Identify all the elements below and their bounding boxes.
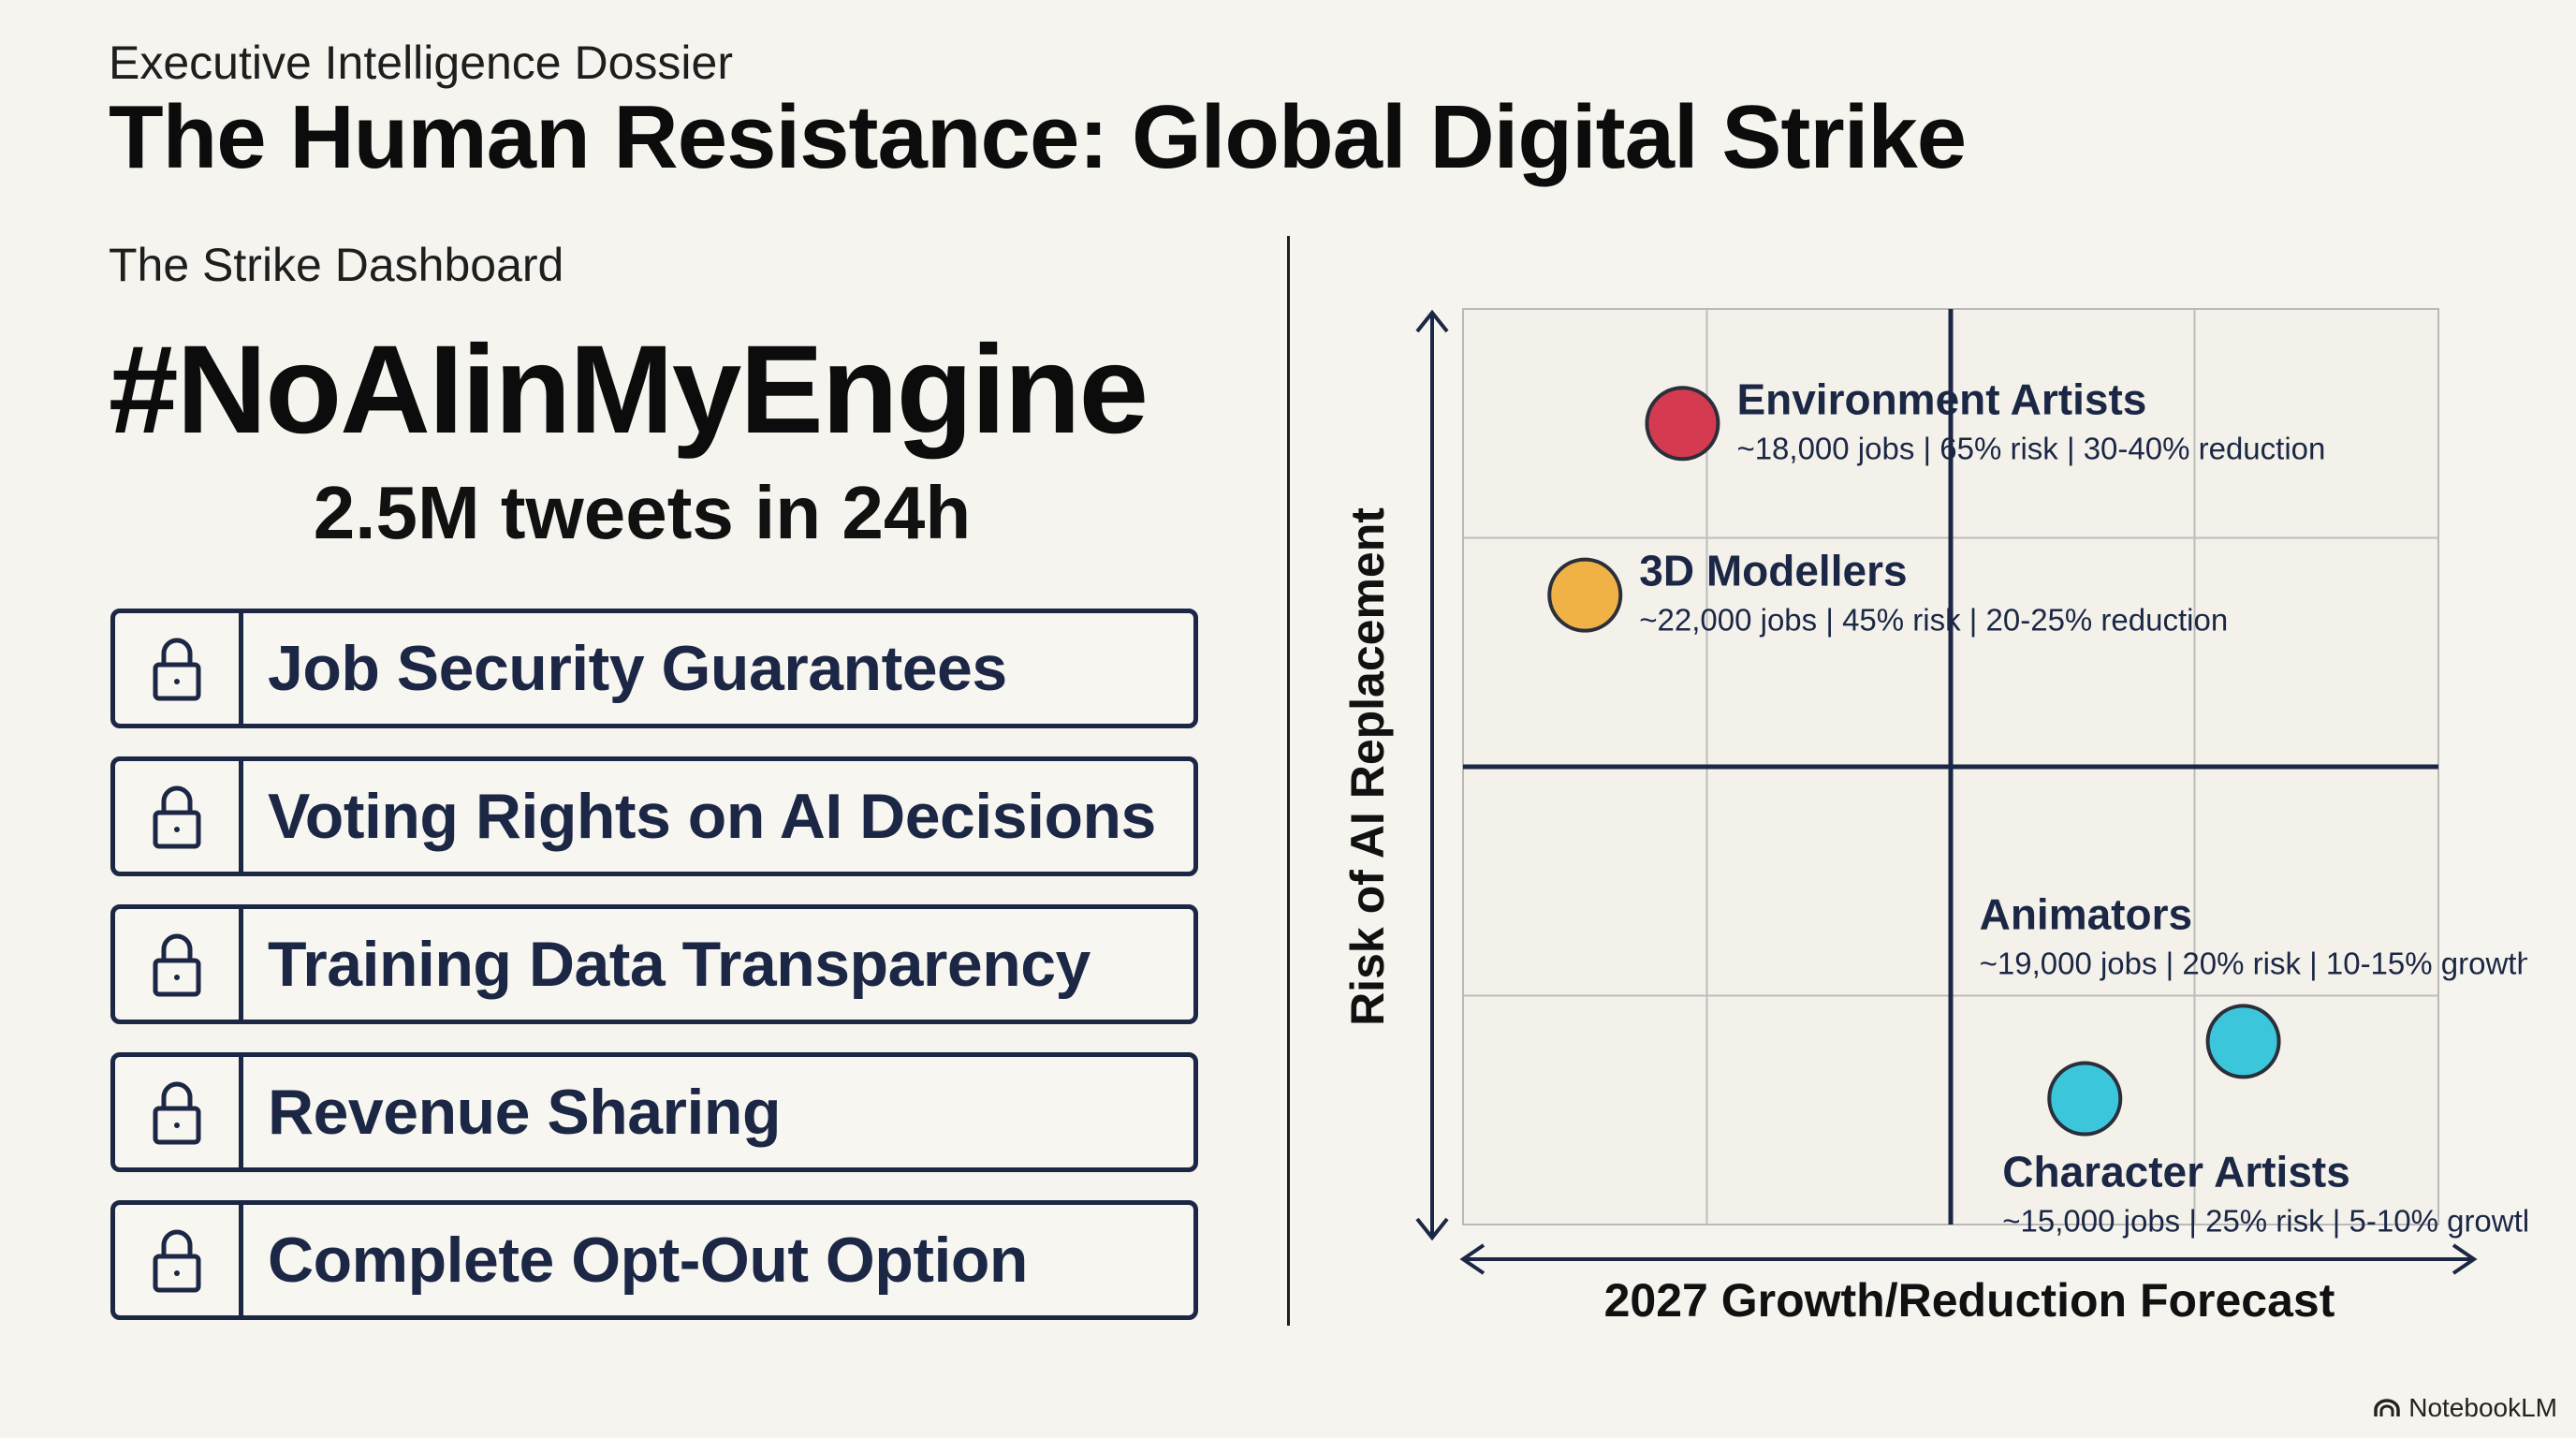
vertical-divider xyxy=(1287,236,1290,1326)
data-point xyxy=(1547,557,1623,633)
demand-label: Complete Opt-Out Option xyxy=(268,1225,1028,1296)
demand-item: Complete Opt-Out Option xyxy=(110,1200,1198,1320)
demand-item: Revenue Sharing xyxy=(110,1052,1198,1172)
point-label: Environment Artists xyxy=(1736,374,2146,423)
lock-icon xyxy=(115,909,243,1020)
demand-item: Job Security Guarantees xyxy=(110,609,1198,728)
x-axis-label: 2027 Growth/Reduction Forecast xyxy=(1604,1274,2335,1327)
x-axis-arrowhead-right xyxy=(2452,1243,2478,1275)
point-detail: ~18,000 jobs | 65% risk | 30-40% reducti… xyxy=(1736,431,2325,465)
y-axis-arrowhead-top xyxy=(1415,309,1449,333)
notebooklm-logo-icon xyxy=(2374,1399,2400,1416)
hashtag: #NoAIinMyEngine xyxy=(109,320,1149,460)
lock-icon xyxy=(115,761,243,872)
lock-icon xyxy=(115,1057,243,1167)
demand-item: Voting Rights on AI Decisions xyxy=(110,756,1198,876)
demand-label: Voting Rights on AI Decisions xyxy=(268,781,1156,852)
point-detail: ~15,000 jobs | 25% risk | 5-10% growth xyxy=(2002,1204,2527,1239)
point-detail: ~22,000 jobs | 45% risk | 20-25% reducti… xyxy=(1639,603,2228,638)
x-axis-arrowhead-left xyxy=(1459,1243,1486,1275)
kicker: Executive Intelligence Dossier xyxy=(109,37,733,89)
risk-scatter-chart: 2027 Growth/Reduction Forecast Risk of AI… xyxy=(1341,308,2527,1327)
lock-icon xyxy=(115,1205,243,1315)
data-point xyxy=(2047,1061,2123,1137)
y-axis-arrowhead-bottom xyxy=(1415,1217,1449,1241)
lock-icon xyxy=(115,613,243,724)
brand-name: NotebookLM xyxy=(2408,1393,2557,1422)
demand-label: Training Data Transparency xyxy=(268,929,1090,1000)
data-point xyxy=(1645,386,1720,462)
demand-label: Job Security Guarantees xyxy=(268,633,1007,704)
brand-watermark: NotebookLM xyxy=(2373,1393,2557,1423)
point-label: Animators xyxy=(1980,889,2192,938)
data-point xyxy=(2205,1004,2281,1079)
dashboard-label: The Strike Dashboard xyxy=(109,239,564,291)
page-title: The Human Resistance: Global Digital Str… xyxy=(109,87,1967,187)
tweet-stat: 2.5M tweets in 24h xyxy=(313,471,972,554)
y-axis-label: Risk of AI Replacement xyxy=(1341,507,1394,1026)
point-detail: ~19,000 jobs | 20% risk | 10-15% growth xyxy=(1980,946,2527,980)
point-label: 3D Modellers xyxy=(1639,547,1907,595)
demand-label: Revenue Sharing xyxy=(268,1077,782,1148)
point-label: Character Artists xyxy=(2002,1148,2350,1196)
demand-item: Training Data Transparency xyxy=(110,904,1198,1024)
